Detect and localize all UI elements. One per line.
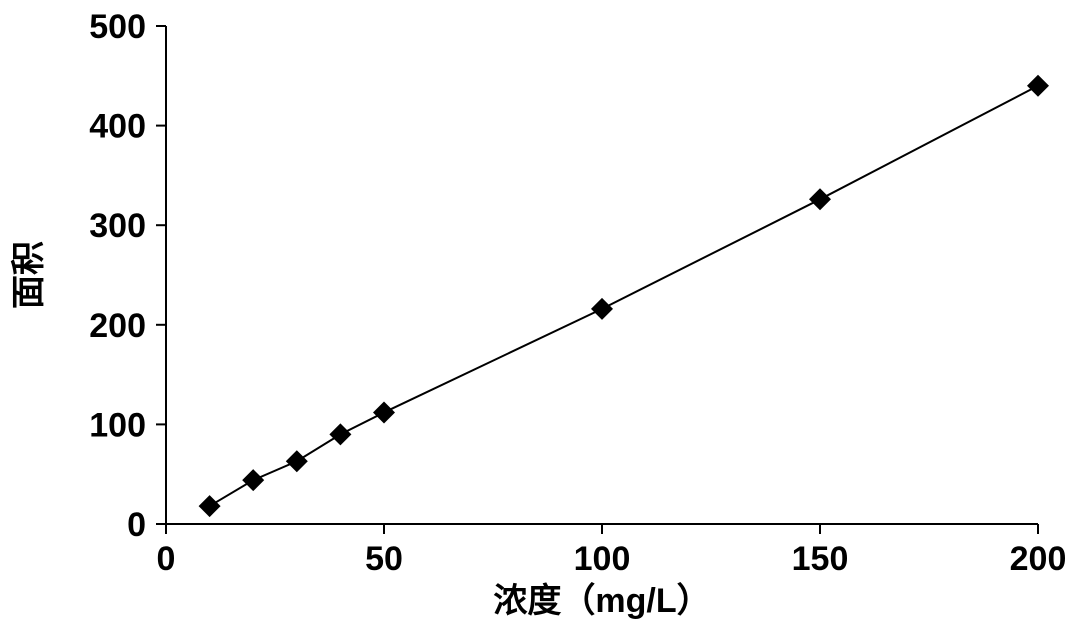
chart-container: 0 50 100 150 200 0 100 200 300 400 500 浓度（mg/L） 面积 xyxy=(0,0,1082,637)
y-tick-label: 200 xyxy=(89,307,146,345)
x-tick-label: 50 xyxy=(365,540,403,578)
y-tick-label: 0 xyxy=(127,506,146,544)
y-tick-label: 100 xyxy=(89,406,146,444)
y-axis-title: 面积 xyxy=(10,241,48,309)
calibration-chart: 0 50 100 150 200 0 100 200 300 400 500 浓度（mg/L） 面积 xyxy=(0,0,1082,637)
x-tick-label: 0 xyxy=(157,540,176,578)
x-axis-title: 浓度（mg/L） xyxy=(493,581,710,620)
x-tick-label: 200 xyxy=(1010,540,1067,578)
x-tick-label: 150 xyxy=(792,540,849,578)
y-tick-label: 300 xyxy=(89,207,146,245)
y-tick-label: 500 xyxy=(89,8,146,46)
y-tick-label: 400 xyxy=(89,108,146,146)
x-tick-label: 100 xyxy=(574,540,631,578)
